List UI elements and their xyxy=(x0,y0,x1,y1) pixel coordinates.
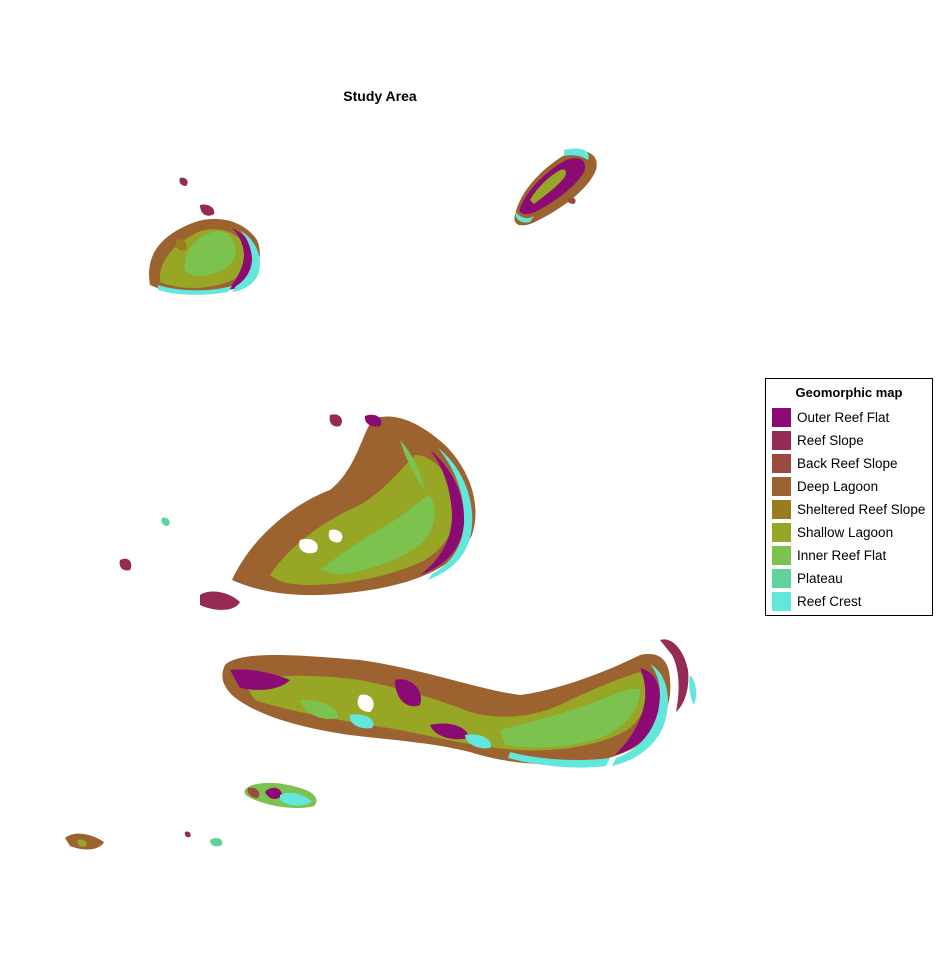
reef-northwest xyxy=(149,177,260,295)
legend: Geomorphic map Outer Reef Flat Reef Slop… xyxy=(765,378,933,616)
legend-swatch xyxy=(772,546,791,565)
legend-item-outer-reef-flat: Outer Reef Flat xyxy=(766,406,932,429)
legend-item-plateau: Plateau xyxy=(766,567,932,590)
legend-label: Reef Crest xyxy=(797,594,862,609)
legend-label: Reef Slope xyxy=(797,433,864,448)
legend-swatch xyxy=(772,431,791,450)
reef-southwest-islet xyxy=(65,831,223,850)
legend-item-sheltered-reef-slope: Sheltered Reef Slope xyxy=(766,498,932,521)
map-title: Study Area xyxy=(343,88,417,104)
legend-label: Sheltered Reef Slope xyxy=(797,502,926,517)
legend-swatch xyxy=(772,592,791,611)
legend-item-reef-slope: Reef Slope xyxy=(766,429,932,452)
legend-item-back-reef-slope: Back Reef Slope xyxy=(766,452,932,475)
legend-item-reef-crest: Reef Crest xyxy=(766,590,932,613)
legend-label: Outer Reef Flat xyxy=(797,410,890,425)
legend-title: Geomorphic map xyxy=(795,385,903,400)
legend-label: Deep Lagoon xyxy=(797,479,879,494)
reef-south-long xyxy=(222,639,697,768)
legend-label: Plateau xyxy=(797,571,843,586)
legend-item-deep-lagoon: Deep Lagoon xyxy=(766,475,932,498)
reef-northeast xyxy=(514,148,597,226)
legend-item-shallow-lagoon: Shallow Lagoon xyxy=(766,521,932,544)
legend-swatch xyxy=(772,477,791,496)
legend-label: Back Reef Slope xyxy=(797,456,898,471)
legend-label: Inner Reef Flat xyxy=(797,548,887,563)
legend-swatch xyxy=(772,500,791,519)
legend-label: Shallow Lagoon xyxy=(797,525,894,540)
legend-swatch xyxy=(772,454,791,473)
reef-central xyxy=(119,414,476,610)
legend-swatch xyxy=(772,569,791,588)
legend-item-inner-reef-flat: Inner Reef Flat xyxy=(766,544,932,567)
legend-swatch xyxy=(772,523,791,542)
legend-swatch xyxy=(772,408,791,427)
reef-small-island xyxy=(244,782,317,808)
